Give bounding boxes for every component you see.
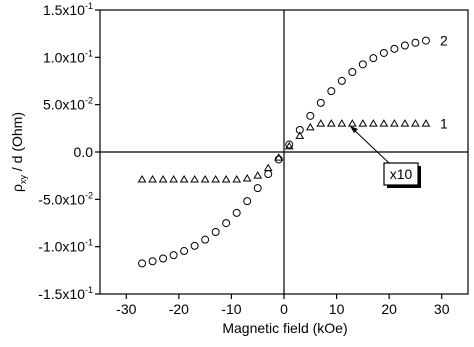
y-tick-label: -1.5x10-1 xyxy=(38,285,93,302)
annotation-shadow xyxy=(418,166,421,188)
point xyxy=(348,68,357,77)
point xyxy=(148,257,157,266)
point xyxy=(253,184,262,193)
point xyxy=(421,36,430,45)
point xyxy=(421,119,431,127)
y-tick-label: 1.5x10-1 xyxy=(43,1,93,18)
point xyxy=(264,170,273,179)
point xyxy=(347,119,357,127)
point xyxy=(284,141,294,150)
x-tick-label: 20 xyxy=(381,301,397,317)
point xyxy=(316,98,325,107)
point xyxy=(379,48,388,57)
point xyxy=(201,235,210,244)
y-tick-exponent: -2 xyxy=(85,190,93,200)
series-label: 2 xyxy=(440,33,448,49)
point xyxy=(305,122,315,131)
point xyxy=(337,76,346,85)
point xyxy=(190,174,199,183)
point xyxy=(295,131,305,139)
y-label-subscript: xy xyxy=(18,175,28,185)
y-tick-exponent: -2 xyxy=(85,96,93,106)
annotation-arrow xyxy=(351,127,390,164)
point xyxy=(274,155,283,164)
y-tick-base: -1.0x10 xyxy=(38,239,85,255)
point xyxy=(327,87,336,96)
x-tick-label: 30 xyxy=(434,301,450,317)
annotation-shadow xyxy=(387,185,421,188)
point xyxy=(358,119,368,127)
y-axis-label: ρxy / d (Ohm) xyxy=(9,112,28,192)
point xyxy=(232,208,241,217)
point xyxy=(159,254,168,263)
point xyxy=(242,174,252,182)
y-tick-label: 0.0 xyxy=(74,144,94,160)
y-tick-label: -5.0x10-2 xyxy=(38,190,93,207)
point xyxy=(411,119,420,127)
point xyxy=(306,111,315,120)
y-tick-base: 5.0x10 xyxy=(43,97,85,113)
series-label: 1 xyxy=(440,116,448,132)
y-tick-exponent: -1 xyxy=(85,238,93,248)
y-label-symbol: ρ xyxy=(9,184,25,192)
point xyxy=(379,119,389,127)
y-tick-base: -5.0x10 xyxy=(38,191,85,207)
point xyxy=(211,227,220,236)
point xyxy=(180,247,189,256)
point xyxy=(400,119,410,127)
y-tick-label: 1.0x10-1 xyxy=(43,48,93,65)
point xyxy=(369,119,378,127)
point xyxy=(243,197,252,206)
point xyxy=(221,174,231,183)
annotation-text: x10 xyxy=(390,166,413,182)
point xyxy=(148,174,157,183)
x-axis-label: Magnetic field (kOe) xyxy=(222,320,347,336)
point xyxy=(137,174,147,183)
y-tick-base: -1.5x10 xyxy=(38,286,85,302)
x-tick-label: -30 xyxy=(116,301,136,317)
point xyxy=(337,119,347,127)
y-label-rest: / d (Ohm) xyxy=(9,112,25,175)
point xyxy=(274,153,284,161)
point xyxy=(158,174,168,183)
y-tick-base: 1.0x10 xyxy=(43,49,85,65)
arrow-head xyxy=(350,126,358,133)
y-tick-base: 1.5x10 xyxy=(43,2,85,18)
point xyxy=(358,60,367,69)
point xyxy=(253,171,263,179)
point xyxy=(179,174,189,183)
point xyxy=(369,54,378,63)
y-tick-exponent: -1 xyxy=(85,285,93,295)
point xyxy=(390,119,399,127)
y-tick-label: 5.0x10-2 xyxy=(43,96,93,113)
y-tick-base: 0.0 xyxy=(74,144,94,160)
point xyxy=(169,251,178,260)
point xyxy=(200,174,210,183)
y-tick-exponent: -1 xyxy=(85,48,93,58)
point xyxy=(285,140,294,149)
y-tick-label: -1.0x10-1 xyxy=(38,238,93,255)
y-tick-exponent: -1 xyxy=(85,1,93,11)
point xyxy=(169,174,178,183)
point xyxy=(390,44,399,53)
point xyxy=(295,125,304,134)
point xyxy=(400,41,409,50)
x-tick-label: -20 xyxy=(169,301,189,317)
point xyxy=(190,241,199,250)
point xyxy=(138,259,147,268)
point xyxy=(411,38,420,47)
point xyxy=(316,119,326,127)
x-tick-label: 0 xyxy=(280,301,288,317)
point xyxy=(211,174,221,183)
point xyxy=(222,219,231,228)
x-tick-label: -10 xyxy=(221,301,241,317)
point xyxy=(263,163,273,172)
x-tick-label: 10 xyxy=(329,301,345,317)
point xyxy=(232,174,242,183)
point xyxy=(326,119,336,127)
